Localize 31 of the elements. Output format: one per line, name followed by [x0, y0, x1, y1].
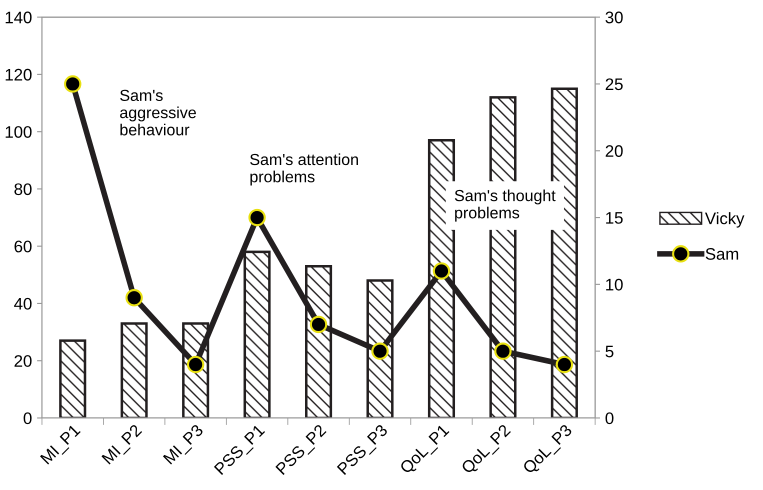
point	[125, 289, 143, 306]
y-tick-label: 120	[6, 68, 32, 81]
y2-tick-label: 20	[606, 145, 623, 157]
point	[186, 356, 204, 374]
point	[310, 316, 328, 334]
point	[556, 356, 574, 374]
y-tick-label: 80	[14, 183, 32, 196]
y-tick-label: 0	[24, 412, 32, 424]
point	[371, 342, 389, 360]
y2-tick-label: 10	[606, 278, 623, 291]
point	[64, 75, 82, 93]
bar	[59, 339, 86, 418]
annotation: Sam's attention problems	[250, 153, 358, 186]
point	[494, 342, 512, 360]
point	[248, 208, 266, 226]
y2-tick-label: 15	[606, 212, 623, 224]
legend-label: Sam	[706, 248, 738, 260]
y2-tick-label: 5	[606, 346, 614, 358]
annotation: Sam's thought problems	[454, 190, 556, 222]
y2-tick-label: 0	[606, 412, 614, 424]
y-tick-label: 100	[6, 126, 32, 138]
legend-label: Vicky	[705, 212, 744, 228]
annotation: Sam's aggressive behaviour	[120, 90, 196, 136]
y-tick-label: 20	[14, 355, 32, 367]
y-tick-label: 40	[14, 298, 32, 310]
y-tick-label: 60	[14, 240, 32, 252]
y-tick-label: 140	[6, 12, 32, 24]
y2-tick-label: 25	[606, 78, 623, 90]
point	[432, 262, 450, 280]
y2-tick-label: 30	[606, 12, 623, 24]
bar	[120, 322, 148, 418]
